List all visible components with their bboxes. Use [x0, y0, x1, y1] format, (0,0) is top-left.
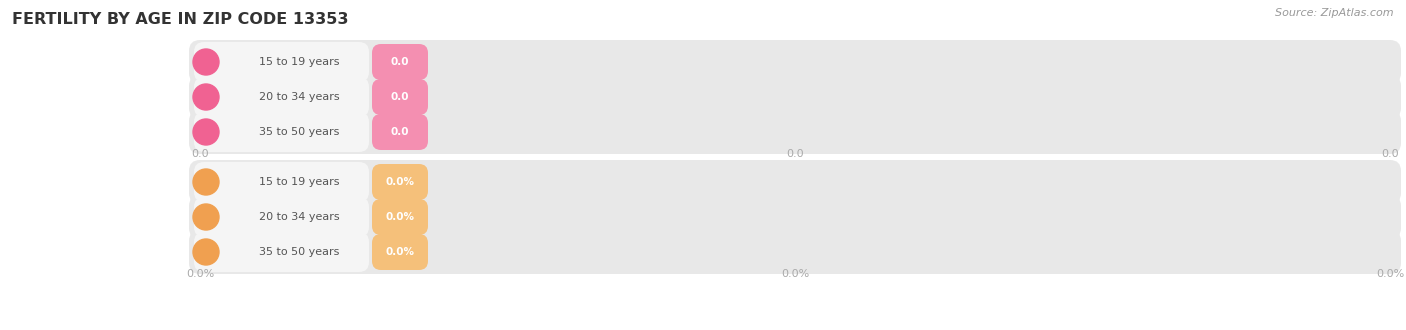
FancyBboxPatch shape: [373, 199, 427, 235]
Text: 0.0%: 0.0%: [385, 177, 415, 187]
Text: 0.0: 0.0: [391, 92, 409, 102]
Text: 0.0%: 0.0%: [385, 212, 415, 222]
Circle shape: [193, 119, 219, 145]
Text: FERTILITY BY AGE IN ZIP CODE 13353: FERTILITY BY AGE IN ZIP CODE 13353: [13, 12, 349, 27]
FancyBboxPatch shape: [373, 114, 427, 150]
FancyBboxPatch shape: [373, 79, 427, 115]
Circle shape: [193, 204, 219, 230]
Text: 0.0%: 0.0%: [385, 247, 415, 257]
Text: 35 to 50 years: 35 to 50 years: [259, 247, 340, 257]
Text: 20 to 34 years: 20 to 34 years: [259, 212, 340, 222]
Text: 0.0: 0.0: [391, 127, 409, 137]
FancyBboxPatch shape: [194, 232, 368, 272]
FancyBboxPatch shape: [194, 112, 368, 152]
Text: 0.0%: 0.0%: [1376, 269, 1405, 279]
FancyBboxPatch shape: [188, 230, 1400, 274]
FancyBboxPatch shape: [194, 42, 368, 82]
Text: 35 to 50 years: 35 to 50 years: [259, 127, 340, 137]
Text: Source: ZipAtlas.com: Source: ZipAtlas.com: [1275, 8, 1393, 18]
FancyBboxPatch shape: [188, 195, 1400, 239]
FancyBboxPatch shape: [194, 77, 368, 117]
FancyBboxPatch shape: [188, 110, 1400, 154]
FancyBboxPatch shape: [373, 234, 427, 270]
FancyBboxPatch shape: [194, 162, 368, 202]
Text: 0.0: 0.0: [391, 57, 409, 67]
Text: 15 to 19 years: 15 to 19 years: [259, 57, 340, 67]
Text: 0.0%: 0.0%: [186, 269, 214, 279]
Text: 0.0: 0.0: [1381, 149, 1399, 159]
Circle shape: [193, 49, 219, 75]
FancyBboxPatch shape: [188, 160, 1400, 204]
Circle shape: [193, 169, 219, 195]
Text: 15 to 19 years: 15 to 19 years: [259, 177, 340, 187]
Circle shape: [193, 239, 219, 265]
Circle shape: [193, 84, 219, 110]
FancyBboxPatch shape: [373, 44, 427, 80]
Text: 20 to 34 years: 20 to 34 years: [259, 92, 340, 102]
Text: 0.0%: 0.0%: [780, 269, 808, 279]
FancyBboxPatch shape: [188, 75, 1400, 119]
FancyBboxPatch shape: [373, 164, 427, 200]
Text: 0.0: 0.0: [786, 149, 804, 159]
Text: 0.0: 0.0: [191, 149, 209, 159]
FancyBboxPatch shape: [188, 40, 1400, 84]
FancyBboxPatch shape: [194, 197, 368, 237]
